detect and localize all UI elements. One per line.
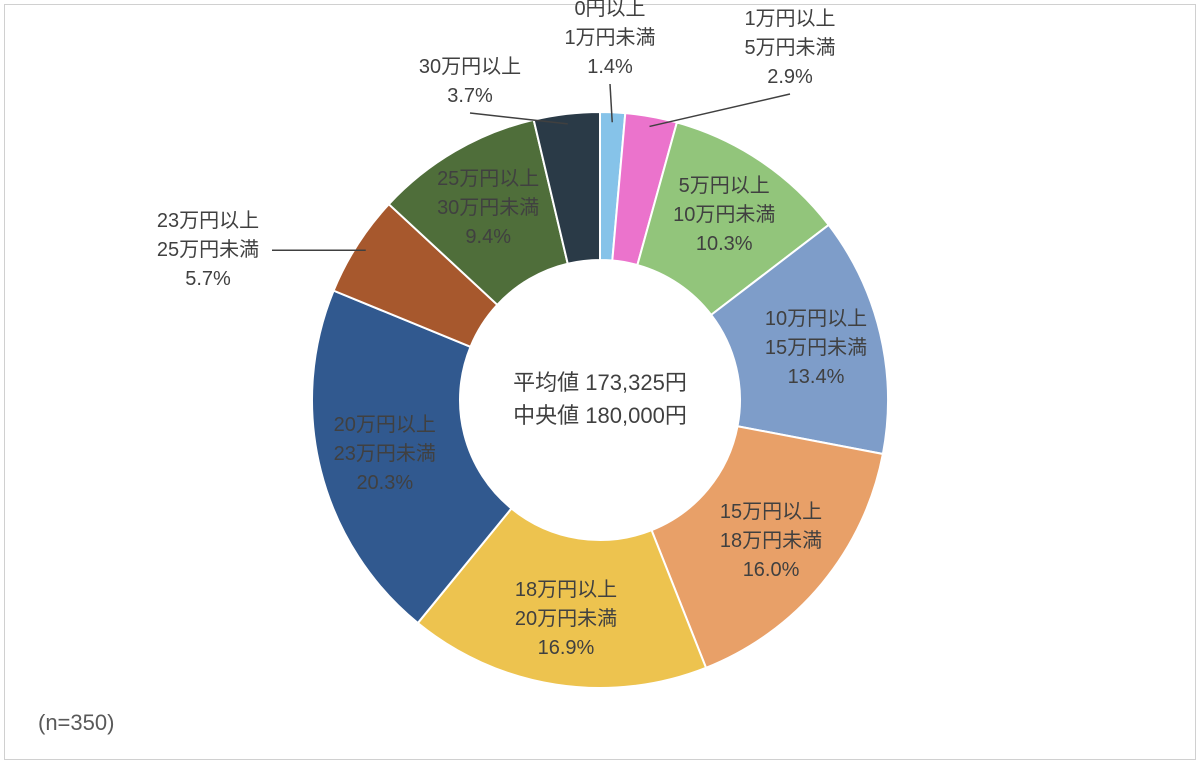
slice-label: 10万円以上15万円未満13.4% bbox=[756, 305, 876, 392]
sample-size-label: (n=350) bbox=[38, 710, 114, 736]
center-mean-label: 平均値 bbox=[513, 370, 579, 395]
center-median-label: 中央値 bbox=[513, 403, 579, 428]
slice-label: 5万円以上10万円未満10.3% bbox=[664, 172, 784, 259]
slice-label: 30万円以上3.7% bbox=[410, 53, 530, 111]
slice-label: 25万円以上30万円未満9.4% bbox=[428, 165, 548, 252]
slice-label: 0円以上1万円未満1.4% bbox=[550, 0, 670, 82]
center-median-value: 180,000円 bbox=[585, 403, 687, 428]
slice-label: 1万円以上5万円未満2.9% bbox=[730, 5, 850, 92]
center-summary-text: 平均値 173,325円 中央値 180,000円 bbox=[490, 366, 710, 432]
slice-label: 18万円以上20万円未満16.9% bbox=[506, 576, 626, 663]
slice-label: 15万円以上18万円未満16.0% bbox=[711, 498, 831, 585]
leader-line bbox=[650, 94, 790, 126]
slice-label: 23万円以上25万円未満5.7% bbox=[148, 207, 268, 294]
donut-chart: 平均値 173,325円 中央値 180,000円 (n=350) 0円以上1万… bbox=[0, 0, 1200, 764]
center-mean-value: 173,325円 bbox=[585, 370, 687, 395]
slice-label: 20万円以上23万円未満20.3% bbox=[325, 411, 445, 498]
